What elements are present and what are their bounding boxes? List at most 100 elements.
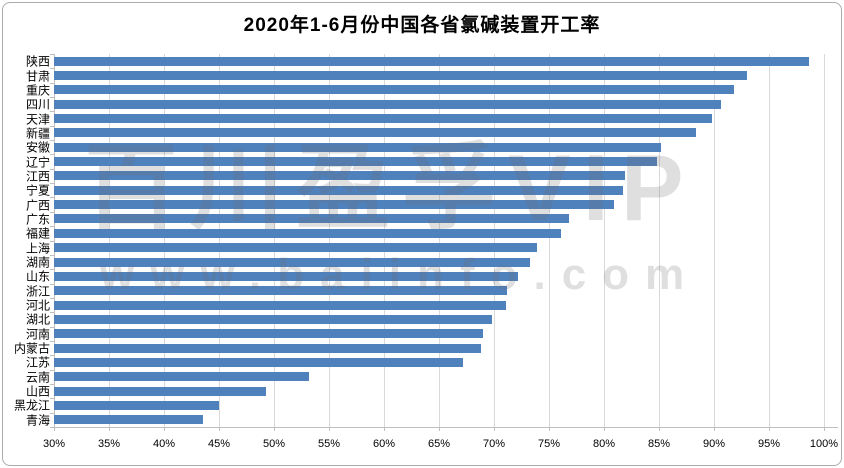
x-tick-label: 80% (592, 438, 616, 450)
bar-上海 (54, 243, 537, 253)
category-label: 甘肃 (25, 69, 50, 84)
y-tick-mark (50, 154, 54, 156)
category-label: 山东 (25, 269, 50, 284)
bar-黑龙江 (54, 400, 219, 410)
gridline (604, 54, 605, 427)
category-label: 山西 (25, 384, 50, 399)
gridline (714, 54, 715, 427)
x-tick-mark (549, 427, 550, 431)
bar-天津 (54, 114, 712, 124)
category-label: 广东 (25, 212, 50, 227)
x-tick-label: 65% (427, 438, 451, 450)
y-tick-mark (50, 340, 54, 342)
x-tick-label: 95% (757, 438, 781, 450)
bar-甘肃 (54, 71, 747, 81)
gridline (549, 54, 550, 427)
category-label: 宁夏 (25, 183, 50, 198)
category-label: 辽宁 (25, 155, 50, 170)
gridline (659, 54, 660, 427)
category-label: 广西 (25, 198, 50, 213)
category-label: 江西 (25, 169, 50, 184)
x-tick-mark (604, 427, 605, 431)
y-tick-mark (50, 211, 54, 213)
x-tick-label: 70% (482, 438, 506, 450)
category-label: 湖南 (25, 255, 50, 270)
category-label: 浙江 (25, 284, 50, 299)
category-label: 河南 (25, 327, 50, 342)
bar-新疆 (54, 128, 697, 138)
x-tick-mark (494, 427, 495, 431)
chart-title: 2020年1-6月份中国各省氯碱装置开工率 (243, 15, 601, 36)
bar-辽宁 (54, 157, 657, 167)
y-tick-mark (50, 326, 54, 328)
bar-宁夏 (54, 185, 623, 195)
x-tick-mark (329, 427, 330, 431)
y-tick-mark (50, 140, 54, 142)
bar-广东 (54, 214, 569, 224)
y-tick-mark (50, 269, 54, 271)
gridline (274, 54, 275, 427)
x-tick-mark (824, 427, 825, 431)
category-label: 福建 (25, 226, 50, 241)
x-tick-mark (714, 427, 715, 431)
bar-青海 (54, 415, 203, 425)
y-tick-mark (50, 168, 54, 170)
gridline (329, 54, 330, 427)
category-label: 新疆 (25, 126, 50, 141)
bar-河北 (54, 300, 507, 310)
gridline (384, 54, 385, 427)
y-tick-mark (50, 254, 54, 256)
x-tick-label: 90% (702, 438, 726, 450)
y-tick-mark (50, 240, 54, 242)
y-tick-mark (50, 355, 54, 357)
plot-area (54, 54, 825, 427)
y-tick-mark (50, 398, 54, 400)
bar-云南 (54, 372, 310, 382)
category-label: 云南 (25, 370, 50, 385)
y-tick-mark (50, 283, 54, 285)
y-tick-mark (50, 369, 54, 371)
y-tick-mark (50, 125, 54, 127)
x-tick-mark (54, 427, 55, 431)
x-axis-line (54, 427, 838, 428)
category-label: 四川 (25, 97, 50, 112)
category-label: 内蒙古 (13, 341, 50, 356)
category-label: 黑龙江 (13, 398, 50, 413)
x-tick-label: 30% (42, 438, 66, 450)
bar-浙江 (54, 286, 508, 296)
y-tick-mark (50, 68, 54, 70)
category-label: 江苏 (25, 355, 50, 370)
gridline (164, 54, 165, 427)
x-tick-label: 40% (152, 438, 176, 450)
y-tick-mark (50, 183, 54, 185)
bar-陕西 (54, 56, 809, 66)
gridline (824, 54, 825, 427)
x-tick-label: 100% (809, 438, 839, 450)
y-tick-mark (50, 412, 54, 414)
category-label: 安徽 (25, 140, 50, 155)
category-label: 陕西 (25, 54, 50, 69)
x-tick-label: 55% (317, 438, 341, 450)
gridline (109, 54, 110, 427)
gridline (219, 54, 220, 427)
category-label: 河北 (25, 298, 50, 313)
x-tick-label: 85% (647, 438, 671, 450)
y-tick-mark (50, 226, 54, 228)
x-tick-mark (384, 427, 385, 431)
y-tick-mark (50, 297, 54, 299)
y-tick-mark (50, 97, 54, 99)
bar-福建 (54, 228, 562, 238)
y-tick-mark (50, 197, 54, 199)
bar-安徽 (54, 142, 662, 152)
x-tick-label: 75% (537, 438, 561, 450)
x-tick-label: 50% (262, 438, 286, 450)
category-label: 天津 (25, 112, 50, 127)
gridline (494, 54, 495, 427)
bar-山西 (54, 386, 267, 396)
y-tick-mark (50, 82, 54, 84)
bar-湖北 (54, 314, 492, 324)
x-tick-mark (274, 427, 275, 431)
bar-山东 (54, 271, 519, 281)
x-tick-mark (769, 427, 770, 431)
